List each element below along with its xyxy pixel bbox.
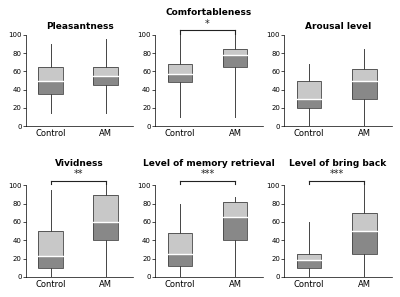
Bar [94, 222, 118, 240]
Bar [94, 76, 118, 85]
Bar [297, 99, 322, 108]
Bar [297, 260, 322, 268]
Bar [38, 256, 63, 268]
Bar [222, 48, 247, 67]
Bar [38, 231, 63, 268]
Bar [38, 67, 63, 94]
Bar [168, 254, 192, 266]
Bar [222, 217, 247, 240]
Bar [168, 233, 192, 254]
Title: Level of memory retrieval: Level of memory retrieval [143, 159, 275, 168]
Text: **: ** [74, 169, 83, 179]
Bar [94, 195, 118, 240]
Bar [222, 202, 247, 217]
Bar [168, 64, 192, 74]
Bar [168, 64, 192, 82]
Bar [222, 55, 247, 67]
Bar [297, 80, 322, 108]
Bar [168, 233, 192, 266]
Title: Comfortableness: Comfortableness [166, 8, 252, 17]
Title: Pleasantness: Pleasantness [46, 22, 114, 31]
Bar [297, 80, 322, 99]
Title: Vividness: Vividness [55, 159, 104, 168]
Bar [38, 80, 63, 94]
Text: *: * [205, 19, 210, 29]
Bar [94, 195, 118, 222]
Bar [94, 67, 118, 85]
Bar [297, 254, 322, 268]
Bar [222, 202, 247, 240]
Title: Level of bring back: Level of bring back [289, 159, 387, 168]
Bar [168, 74, 192, 82]
Bar [352, 69, 376, 99]
Bar [352, 80, 376, 99]
Bar [352, 69, 376, 80]
Text: ***: *** [200, 169, 214, 179]
Bar [38, 67, 63, 80]
Bar [297, 254, 322, 260]
Bar [222, 48, 247, 55]
Title: Arousal level: Arousal level [305, 22, 371, 31]
Bar [352, 231, 376, 254]
Bar [352, 213, 376, 231]
Text: ***: *** [330, 169, 344, 179]
Bar [352, 213, 376, 254]
Bar [94, 67, 118, 76]
Bar [38, 231, 63, 256]
